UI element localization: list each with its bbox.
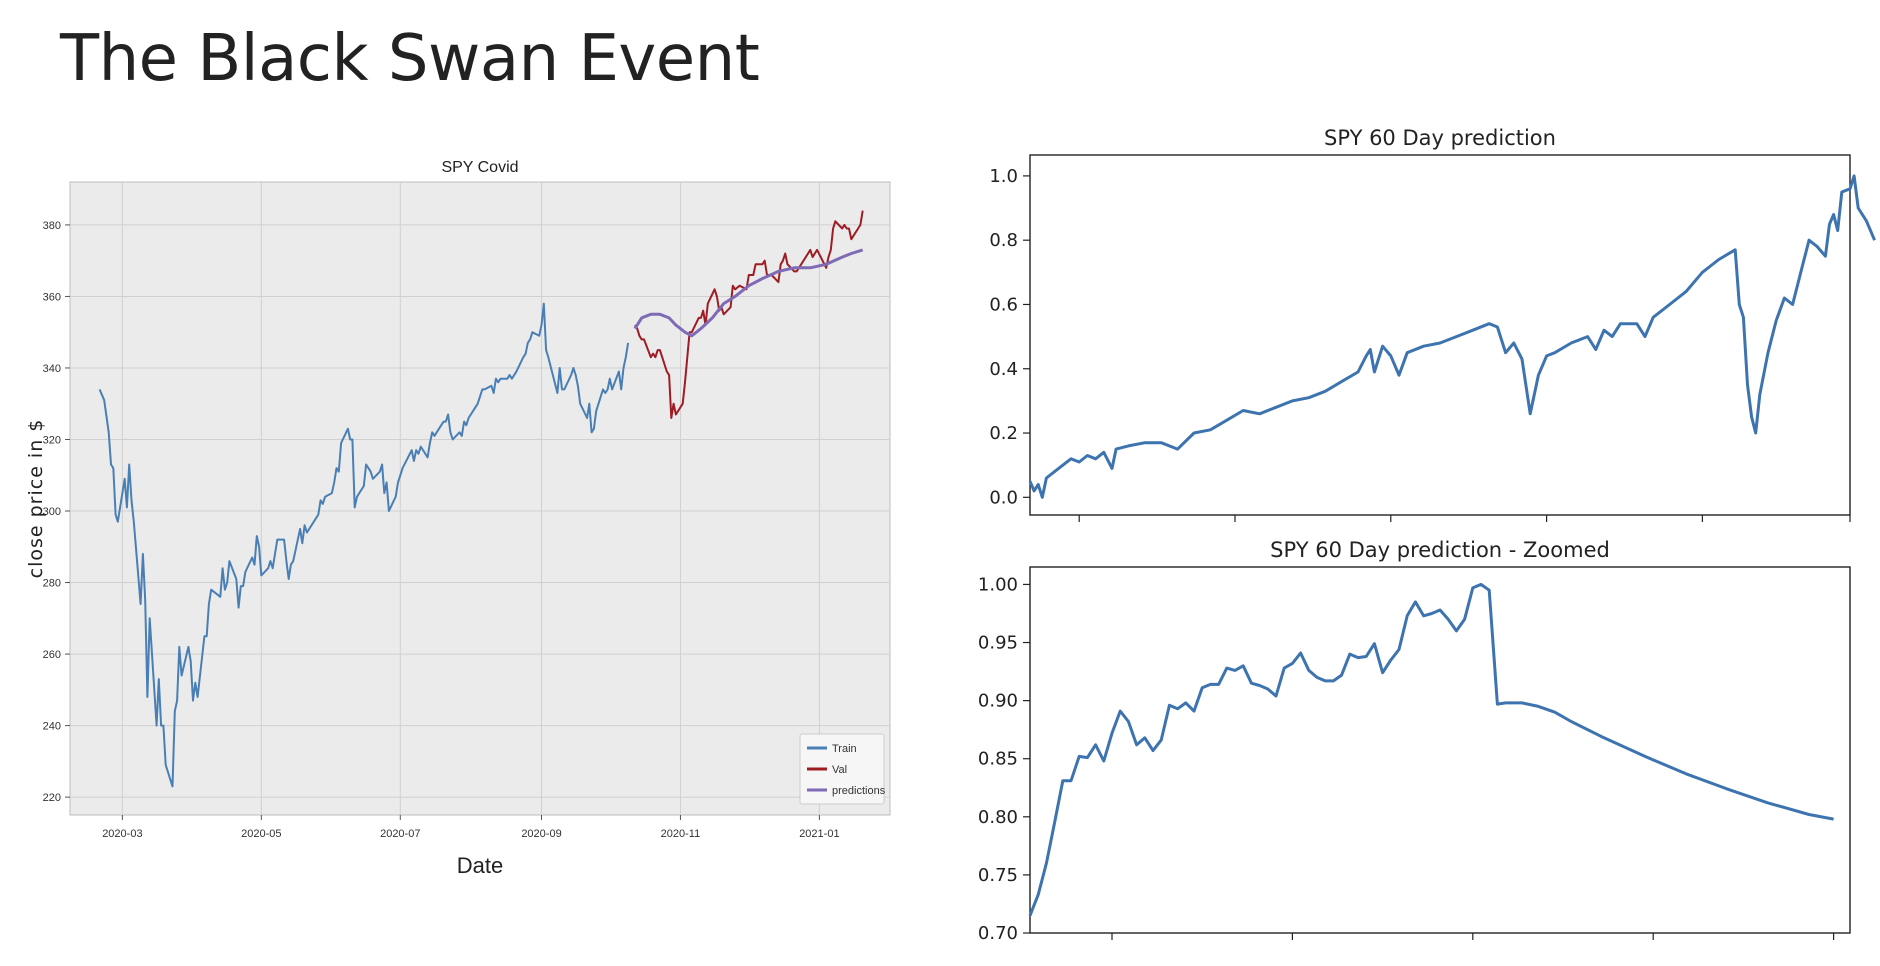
plot-area	[1029, 154, 1851, 516]
x-axis-label: Date	[457, 853, 503, 878]
y-tick-label: 280	[43, 578, 61, 590]
page-title: The Black Swan Event	[60, 22, 760, 96]
y-tick-label: 300	[43, 506, 61, 518]
y-tick-label: 0.4	[989, 359, 1018, 380]
y-tick-label: 0.70	[978, 923, 1018, 944]
y-tick-label: 0.90	[978, 691, 1018, 712]
y-tick-label: 240	[43, 721, 61, 733]
y-tick-label: 360	[43, 291, 61, 303]
y-tick-label: 0.8	[989, 230, 1018, 251]
chart-spy-covid: 220 240 260 280 300 320 340 360 380 2020-03 2020-0…	[25, 159, 891, 878]
legend-label: Val	[832, 764, 847, 776]
y-tick-label: 320	[43, 434, 61, 446]
chart-spy-60-day-zoomed: 0.70 0.75 0.80 0.85 0.90 0.95 1.00 SPY 60 Day p…	[978, 538, 1851, 944]
y-tick-label: 0.2	[989, 423, 1018, 444]
plot-area	[1029, 566, 1851, 934]
legend-label: predictions	[832, 785, 886, 797]
chart-spy-60-day: 0.0 0.2 0.4 0.6 0.8 1.0 SPY 60 Day prediction	[989, 126, 1876, 522]
y-tick-label: 1.00	[978, 574, 1018, 595]
y-tick-label: 380	[43, 220, 61, 232]
y-tick-label: 0.75	[978, 865, 1018, 886]
y-tick-label: 0.6	[989, 294, 1018, 315]
y-tick-label: 0.80	[978, 807, 1018, 828]
x-tick-label: 2020-11	[661, 828, 701, 840]
y-tick-label: 260	[43, 649, 61, 661]
x-tick-label: 2020-05	[241, 828, 281, 840]
series-line-predictions	[633, 248, 864, 338]
series-line-train	[98, 302, 630, 788]
x-tick-label: 2020-09	[521, 828, 561, 840]
legend: Train Val predictions	[799, 733, 886, 805]
series-line	[1028, 174, 1876, 499]
y-tick-label: 1.0	[989, 166, 1018, 187]
chart-title: SPY Covid	[441, 159, 518, 176]
y-axis-label: close price in $	[25, 419, 47, 579]
y-tick-label: 0.85	[978, 749, 1018, 770]
series-line	[1028, 582, 1834, 917]
y-tick-label: 0.0	[989, 487, 1018, 508]
x-tick-label: 2020-03	[102, 828, 142, 840]
chart-title: SPY 60 Day prediction	[1324, 126, 1556, 150]
chart-title: SPY 60 Day prediction - Zoomed	[1270, 538, 1610, 562]
y-tick-label: 220	[43, 792, 61, 804]
y-tick-label: 0.95	[978, 633, 1018, 654]
legend-box	[799, 733, 885, 805]
x-tick-label: 2020-07	[380, 828, 420, 840]
x-tick-label: 2021-01	[799, 828, 839, 840]
legend-label: Train	[832, 743, 857, 755]
y-tick-label: 340	[43, 363, 61, 375]
plot-area	[69, 181, 891, 816]
